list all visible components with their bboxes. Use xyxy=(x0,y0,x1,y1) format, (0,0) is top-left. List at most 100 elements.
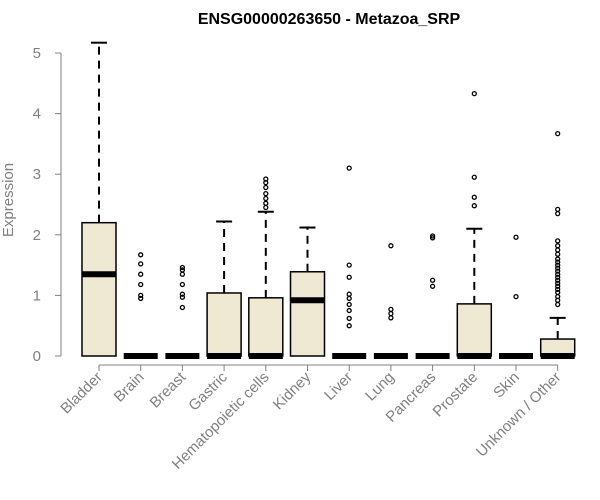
outlier-point xyxy=(555,265,561,271)
box-liver xyxy=(332,165,367,359)
outlier-point xyxy=(471,174,477,180)
outlier-point xyxy=(555,130,561,137)
outlier-point xyxy=(388,243,394,249)
outlier-point xyxy=(346,315,352,322)
outlier-point xyxy=(179,264,186,271)
outlier-point xyxy=(555,274,561,280)
y-tick-label: 5 xyxy=(33,45,41,62)
outlier-point xyxy=(263,200,269,206)
outlier-point xyxy=(555,206,561,212)
outlier-point xyxy=(138,261,144,267)
outlier-point xyxy=(346,323,352,329)
box-pancreas xyxy=(415,233,450,359)
outlier-point xyxy=(555,271,561,277)
outlier-point xyxy=(179,291,186,297)
box-prostate xyxy=(456,90,493,359)
outlier-point xyxy=(346,291,352,297)
box-unknown-other xyxy=(539,130,576,359)
outlier-point xyxy=(346,274,352,280)
outlier-point xyxy=(138,295,144,302)
outlier-point xyxy=(179,281,186,288)
outlier-point xyxy=(555,238,561,244)
outlier-point xyxy=(179,294,186,300)
outlier-point xyxy=(346,165,352,171)
box-rect xyxy=(456,303,493,357)
outlier-point xyxy=(555,289,561,296)
box-breast xyxy=(165,264,200,359)
box-lung xyxy=(373,243,408,359)
box-gastric xyxy=(206,220,242,359)
box-skin xyxy=(499,234,533,359)
outlier-point xyxy=(138,281,144,288)
outlier-point xyxy=(555,301,561,308)
box-rect xyxy=(81,221,117,357)
outlier-point xyxy=(179,267,186,273)
x-tick-label: Bladder xyxy=(57,369,106,418)
x-tick-label: Liver xyxy=(321,369,356,404)
outlier-point xyxy=(429,235,436,241)
box-bladder xyxy=(81,41,117,357)
outlier-point xyxy=(555,243,561,249)
outlier-point xyxy=(555,262,561,268)
outlier-point xyxy=(555,286,561,292)
x-tick-label: Lung xyxy=(362,369,398,405)
outlier-point xyxy=(429,233,436,239)
x-tick-label: Skin xyxy=(490,369,523,402)
outlier-point xyxy=(555,247,561,253)
outlier-point xyxy=(179,271,186,277)
outlier-point xyxy=(388,306,394,312)
x-tick-label: Kidney xyxy=(270,368,315,413)
outlier-point xyxy=(138,271,144,277)
outlier-point xyxy=(513,293,519,300)
outlier-point xyxy=(346,295,352,302)
outlier-point xyxy=(138,292,144,299)
outlier-point xyxy=(388,310,394,317)
outlier-point xyxy=(555,256,561,262)
outlier-point xyxy=(555,268,561,274)
outlier-point xyxy=(263,184,269,191)
outlier-point xyxy=(346,307,352,314)
outlier-point xyxy=(555,259,561,265)
box-rect xyxy=(289,271,326,357)
x-tick-label: Breast xyxy=(147,368,190,411)
box-rect xyxy=(248,297,284,357)
outlier-point xyxy=(179,304,186,311)
outlier-point xyxy=(263,190,269,197)
outlier-point xyxy=(346,262,352,268)
outlier-point xyxy=(555,277,561,283)
outlier-point xyxy=(555,280,561,286)
outlier-point xyxy=(138,252,144,258)
y-tick-label: 1 xyxy=(33,287,41,304)
plot-area xyxy=(81,41,576,359)
box-rect xyxy=(206,292,242,357)
y-axis-label: Expression xyxy=(0,163,17,237)
outlier-point xyxy=(513,234,519,240)
outlier-point xyxy=(429,277,436,283)
y-tick-label: 4 xyxy=(33,106,41,123)
outlier-point xyxy=(471,90,477,97)
y-tick-label: 3 xyxy=(33,166,41,183)
outlier-point xyxy=(263,195,269,202)
chart-title: ENSG00000263650 - Metazoa_SRP xyxy=(198,11,461,28)
outlier-point xyxy=(263,176,269,182)
y-axis: 0 1 2 3 4 5 xyxy=(33,45,62,365)
y-tick-label: 2 xyxy=(33,227,41,244)
x-tick-label: Prostate xyxy=(430,369,482,421)
y-tick-label: 0 xyxy=(33,348,41,365)
outlier-point xyxy=(555,210,561,217)
outlier-point xyxy=(555,293,561,300)
outlier-point xyxy=(388,315,394,321)
box-hematopoietic-cells xyxy=(248,176,284,359)
x-tick-label: Brain xyxy=(111,369,148,406)
outlier-point xyxy=(263,204,269,211)
outlier-point xyxy=(471,194,477,200)
outlier-point xyxy=(471,203,477,209)
outlier-point xyxy=(429,283,436,289)
outlier-point xyxy=(555,283,561,289)
box-brain xyxy=(123,252,158,359)
outlier-point xyxy=(555,251,561,257)
outlier-point xyxy=(346,301,352,308)
box-kidney xyxy=(289,226,326,357)
